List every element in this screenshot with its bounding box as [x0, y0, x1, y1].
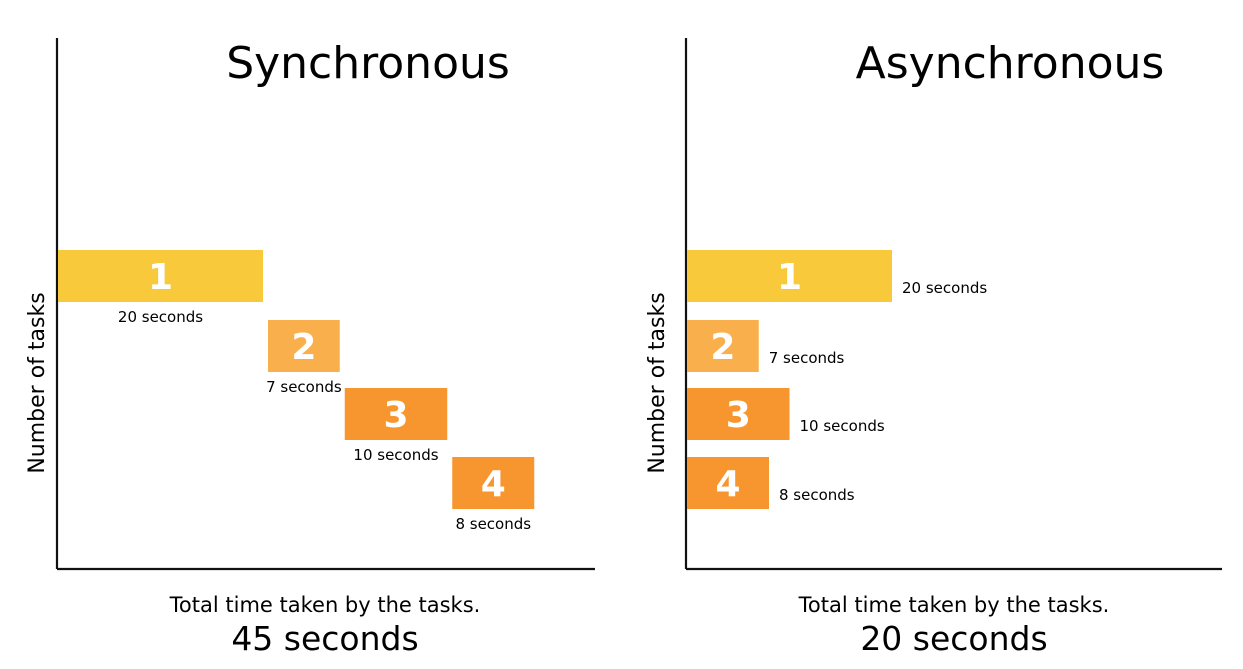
async-total-time: 20 seconds: [860, 619, 1047, 658]
sync-task-number-1: 1: [148, 257, 173, 298]
sync-task-bar-3: [344, 388, 448, 440]
sync-total-time: 45 seconds: [231, 619, 418, 658]
async-task-bar-3: [687, 388, 790, 440]
async-task-bars: 1 20 seconds 2 7 seconds 3 10 seconds 4 8 secon…: [687, 250, 987, 509]
async-task-duration-2: 7 seconds: [769, 349, 845, 367]
async-task-bar-1: [687, 250, 892, 302]
async-task-bar-4: [687, 457, 769, 509]
asynchronous-panel: Asynchronous Number of tasks Total time …: [645, 38, 1222, 658]
async-task-duration-1: 20 seconds: [902, 279, 987, 297]
sync-task-bars: 1 20 seconds 2 7 seconds 3 10 seconds 4 8 secon…: [58, 250, 535, 533]
async-task-number-4: 4: [715, 464, 740, 505]
sync-task-duration-1: 20 seconds: [118, 308, 203, 326]
async-task-duration-3: 10 seconds: [800, 417, 885, 435]
sync-task-bar-4: [452, 457, 535, 509]
sync-task-number-3: 3: [383, 395, 408, 436]
sync-task-number-2: 2: [291, 327, 316, 368]
async-task-number-3: 3: [726, 395, 751, 436]
synchronous-panel: Synchronous Number of tasks Total time t…: [25, 38, 595, 658]
sync-task-duration-3: 10 seconds: [353, 446, 438, 464]
async-task-number-1: 1: [777, 257, 802, 298]
sync-y-axis-label: Number of tasks: [25, 292, 50, 473]
sync-caption: Total time taken by the tasks.: [169, 593, 481, 617]
async-task-bar-2: [687, 320, 759, 372]
async-task-duration-4: 8 seconds: [779, 486, 855, 504]
sync-task-bar-2: [268, 320, 340, 372]
sync-task-duration-4: 8 seconds: [455, 515, 531, 533]
async-caption: Total time taken by the tasks.: [798, 593, 1110, 617]
sync-task-bar-1: [58, 250, 263, 302]
sync-task-duration-2: 7 seconds: [266, 378, 342, 396]
sync-task-number-4: 4: [481, 464, 506, 505]
async-task-number-2: 2: [710, 327, 735, 368]
sync-title: Synchronous: [226, 38, 510, 89]
async-y-axis-label: Number of tasks: [645, 292, 670, 473]
async-title: Asynchronous: [856, 38, 1165, 89]
